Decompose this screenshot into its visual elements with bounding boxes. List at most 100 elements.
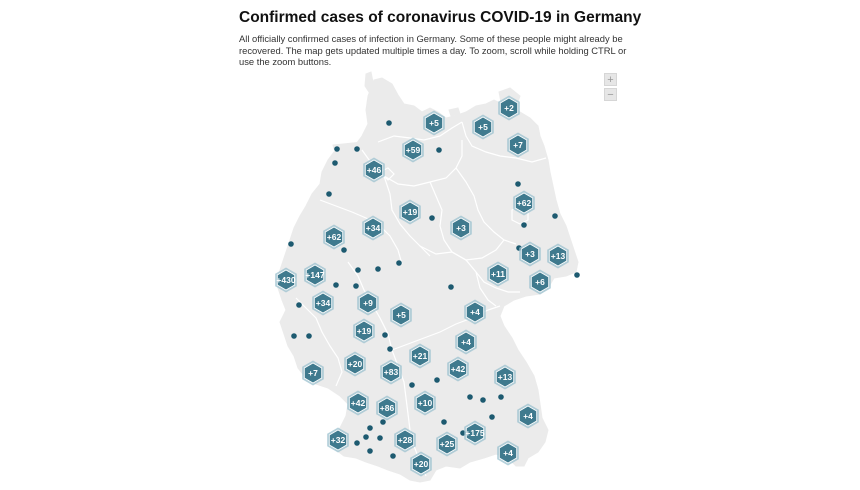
cluster-hexagon: [456, 331, 476, 353]
case-cluster[interactable]: +32: [327, 427, 349, 453]
single-case-dot[interactable]: [353, 283, 359, 289]
cluster-hexagon: [448, 358, 468, 380]
single-case-dot[interactable]: [354, 440, 360, 446]
case-cluster[interactable]: +13: [547, 243, 569, 269]
case-cluster[interactable]: +21: [409, 343, 431, 369]
case-cluster[interactable]: +430: [275, 267, 297, 293]
case-cluster[interactable]: +4: [464, 299, 486, 325]
single-case-dot[interactable]: [409, 382, 415, 388]
single-case-dot[interactable]: [436, 147, 442, 153]
case-cluster[interactable]: +20: [410, 451, 432, 477]
case-cluster[interactable]: +147: [304, 262, 326, 288]
case-cluster[interactable]: +5: [472, 114, 494, 140]
single-case-dot[interactable]: [489, 414, 495, 420]
cluster-hexagon: [363, 217, 383, 239]
case-cluster[interactable]: +20: [344, 351, 366, 377]
cluster-count-label: +4: [503, 448, 513, 458]
case-cluster[interactable]: +13: [494, 364, 516, 390]
case-cluster[interactable]: +6: [529, 269, 551, 295]
single-case-dot[interactable]: [467, 394, 473, 400]
case-cluster[interactable]: +175: [464, 420, 486, 446]
single-case-dot[interactable]: [377, 435, 383, 441]
single-case-dot[interactable]: [291, 333, 297, 339]
single-case-dot[interactable]: [429, 215, 435, 221]
zoom-in-button[interactable]: +: [604, 73, 617, 86]
single-case-dot[interactable]: [390, 453, 396, 459]
single-case-dot[interactable]: [396, 260, 402, 266]
single-case-dot[interactable]: [386, 120, 392, 126]
single-case-dot[interactable]: [354, 146, 360, 152]
zoom-out-button[interactable]: −: [604, 88, 617, 101]
case-cluster[interactable]: +62: [513, 190, 535, 216]
single-case-dot[interactable]: [341, 247, 347, 253]
cluster-hexagon: [520, 243, 540, 265]
case-cluster[interactable]: +5: [390, 302, 412, 328]
single-case-dot[interactable]: [333, 282, 339, 288]
cluster-count-label: +11: [491, 269, 505, 279]
case-cluster[interactable]: +86: [376, 395, 398, 421]
cluster-hexagon: [410, 345, 430, 367]
case-cluster[interactable]: +83: [380, 359, 402, 385]
case-cluster[interactable]: +4: [455, 329, 477, 355]
case-cluster[interactable]: +42: [347, 390, 369, 416]
case-cluster[interactable]: +5: [423, 110, 445, 136]
case-cluster[interactable]: +7: [302, 360, 324, 386]
single-case-dot[interactable]: [334, 146, 340, 152]
single-case-dot[interactable]: [441, 419, 447, 425]
single-case-dot[interactable]: [296, 302, 302, 308]
case-cluster[interactable]: +7: [507, 132, 529, 158]
single-case-dot[interactable]: [375, 266, 381, 272]
single-case-dot[interactable]: [480, 397, 486, 403]
case-cluster[interactable]: +4: [497, 440, 519, 466]
single-case-dot[interactable]: [326, 191, 332, 197]
case-cluster[interactable]: +42: [447, 356, 469, 382]
cluster-hexagon: [508, 134, 528, 156]
cluster-count-label: +59: [406, 145, 421, 155]
case-cluster[interactable]: +59: [402, 137, 424, 163]
single-case-dot[interactable]: [498, 394, 504, 400]
single-case-dot[interactable]: [574, 272, 580, 278]
single-case-dot[interactable]: [355, 267, 361, 273]
case-cluster[interactable]: +19: [399, 199, 421, 225]
case-cluster[interactable]: +9: [357, 290, 379, 316]
case-cluster[interactable]: +3: [450, 215, 472, 241]
single-case-dot[interactable]: [382, 332, 388, 338]
single-case-dot[interactable]: [306, 333, 312, 339]
case-cluster[interactable]: +19: [353, 318, 375, 344]
single-case-dot[interactable]: [434, 377, 440, 383]
single-case-dot[interactable]: [552, 213, 558, 219]
single-case-dot[interactable]: [448, 284, 454, 290]
single-case-dot[interactable]: [332, 160, 338, 166]
case-cluster[interactable]: +4: [517, 403, 539, 429]
case-cluster[interactable]: +34: [362, 215, 384, 241]
case-cluster[interactable]: +25: [436, 431, 458, 457]
case-cluster[interactable]: +28: [394, 427, 416, 453]
case-cluster[interactable]: +2: [498, 95, 520, 121]
single-case-dot[interactable]: [380, 419, 386, 425]
single-case-dot[interactable]: [387, 346, 393, 352]
single-case-dot[interactable]: [367, 425, 373, 431]
cluster-hexagon: [328, 429, 348, 451]
cluster-count-label: +9: [363, 298, 373, 308]
case-cluster[interactable]: +46: [363, 157, 385, 183]
case-cluster[interactable]: +62: [323, 224, 345, 250]
cluster-count-label: +5: [478, 122, 488, 132]
cluster-count-label: +4: [523, 411, 533, 421]
case-cluster[interactable]: +10: [414, 390, 436, 416]
single-case-dot[interactable]: [363, 434, 369, 440]
cluster-hexagon: [424, 112, 444, 134]
case-cluster[interactable]: +3: [519, 241, 541, 267]
cluster-count-label: +20: [348, 359, 363, 369]
single-case-dot[interactable]: [367, 448, 373, 454]
cluster-count-label: +83: [384, 367, 399, 377]
single-case-dot[interactable]: [288, 241, 294, 247]
cluster-hexagon: [488, 263, 508, 285]
case-cluster[interactable]: +11: [487, 261, 509, 287]
single-case-dot[interactable]: [521, 222, 527, 228]
cluster-count-label: +3: [525, 249, 535, 259]
single-case-dot[interactable]: [515, 181, 521, 187]
case-cluster[interactable]: +34: [312, 290, 334, 316]
cluster-hexagon: [514, 192, 534, 214]
